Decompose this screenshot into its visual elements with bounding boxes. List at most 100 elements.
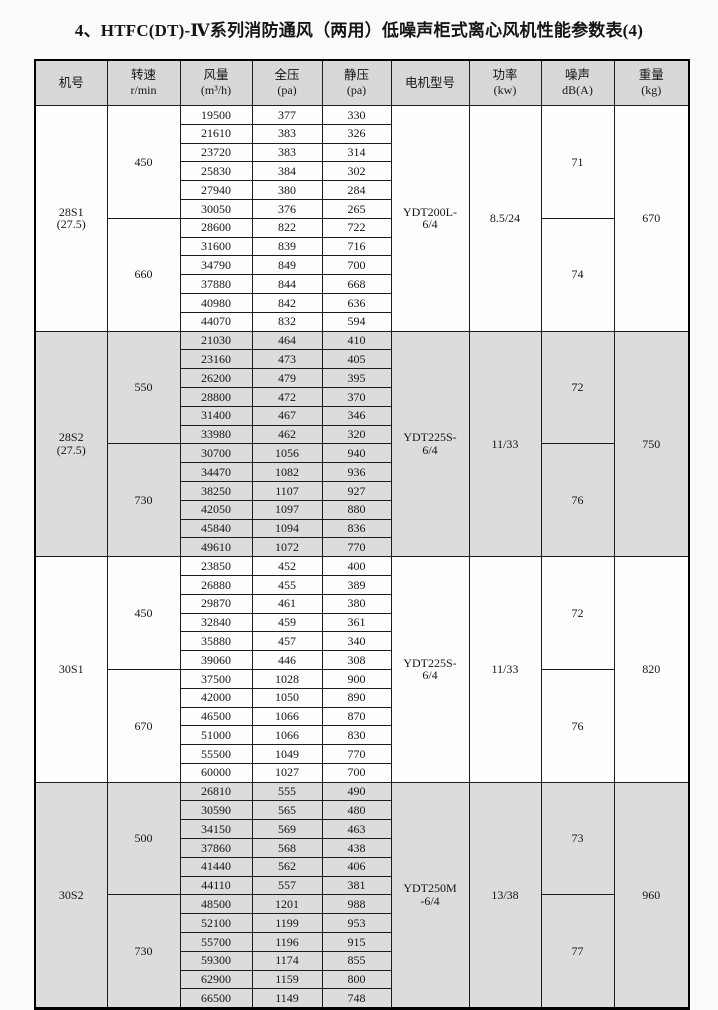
- model-cell: 30S1: [34, 556, 108, 783]
- full-pressure-cell: 565: [251, 800, 323, 821]
- flow-cell: 28800: [179, 386, 253, 407]
- power-cell: 8.5/24: [468, 105, 542, 332]
- table-row: 660 28600 822 722 74: [35, 217, 689, 332]
- static-pressure-cell: 915: [321, 932, 392, 952]
- static-pressure-cell: 830: [321, 725, 392, 746]
- flow-cell: 25830: [179, 161, 253, 182]
- static-pressure-cell: 370: [321, 386, 392, 407]
- full-pressure-cell: 1201: [251, 894, 323, 915]
- table-row: 31600 839 716: [35, 236, 689, 257]
- static-pressure-cell: 438: [321, 838, 392, 858]
- flow-cell: 37880: [179, 274, 253, 294]
- table-row: 46500 1066 870: [35, 706, 689, 727]
- table-header: 机号 转速 r/min 风量 (m³/h) 全压 (pa) 静压 (pa) 电机型号 功率 (kw) 噪…: [34, 59, 690, 106]
- col-header-unit: r/min: [130, 83, 157, 98]
- static-pressure-cell: 314: [321, 142, 392, 163]
- flow-cell: 46500: [179, 706, 253, 727]
- flow-cell: 19500: [179, 105, 253, 125]
- static-pressure-cell: 855: [321, 950, 392, 971]
- full-pressure-cell: 457: [251, 631, 323, 652]
- model-cell-line1: 28S2: [58, 430, 84, 445]
- full-pressure-cell: 455: [251, 574, 323, 595]
- full-pressure-cell: 832: [251, 311, 323, 332]
- noise-cell: 76: [540, 443, 615, 558]
- full-pressure-cell: 1159: [251, 969, 323, 990]
- flow-cell: 31400: [179, 405, 253, 426]
- speed-cell: 550: [106, 330, 181, 445]
- static-pressure-cell: 716: [321, 236, 392, 257]
- flow-cell: 66500: [179, 988, 253, 1010]
- full-pressure-cell: 1149: [251, 988, 323, 1010]
- speed-cell: 730: [106, 894, 181, 1010]
- flow-cell: 55500: [179, 744, 253, 764]
- static-pressure-cell: 870: [321, 706, 392, 727]
- flow-cell: 59300: [179, 950, 253, 971]
- motor-cell-line1: YDT250M: [403, 881, 457, 896]
- static-pressure-cell: 836: [321, 518, 392, 539]
- full-pressure-cell: 822: [251, 217, 323, 238]
- static-pressure-cell: 395: [321, 368, 392, 388]
- flow-cell: 30050: [179, 198, 253, 219]
- full-pressure-cell: 849: [251, 255, 323, 276]
- table-body: 28S1 (27.5) 450 19500 377 330 YDT200L- 6/4 8.5/2…: [34, 105, 690, 1010]
- full-pressure-cell: 377: [251, 105, 323, 125]
- weight-cell: 670: [613, 105, 690, 332]
- full-pressure-cell: 1027: [251, 762, 323, 783]
- flow-cell: 21030: [179, 330, 253, 351]
- col-header-speed: 转速 r/min: [106, 59, 181, 106]
- static-pressure-cell: 490: [321, 781, 392, 802]
- static-pressure-cell: 940: [321, 443, 392, 464]
- flow-cell: 37500: [179, 668, 253, 689]
- full-pressure-cell: 479: [251, 368, 323, 388]
- power-cell: 13/38: [468, 781, 542, 1010]
- full-pressure-cell: 1082: [251, 462, 323, 482]
- flow-cell: 44110: [179, 875, 253, 896]
- flow-cell: 29870: [179, 593, 253, 614]
- col-header-model: 机号: [34, 59, 108, 106]
- full-pressure-cell: 383: [251, 123, 323, 144]
- flow-cell: 26880: [179, 574, 253, 595]
- full-pressure-cell: 462: [251, 424, 323, 445]
- table-row: 730 30700 1056 940 76: [35, 443, 689, 558]
- col-header-label: 全压: [274, 68, 300, 83]
- table-row: 34150 569 463: [35, 819, 689, 840]
- static-pressure-cell: 936: [321, 462, 392, 482]
- table-row: 37880 844 668: [35, 274, 689, 294]
- static-pressure-cell: 770: [321, 537, 392, 558]
- flow-cell: 55700: [179, 932, 253, 952]
- full-pressure-cell: 1094: [251, 518, 323, 539]
- full-pressure-cell: 844: [251, 274, 323, 294]
- table-row: 30S2 500 26810 555 490 YDT250M -6/4 13/38 73 960: [34, 781, 690, 1010]
- motor-cell-line1: YDT225S-: [403, 430, 457, 445]
- table-row: 33980 462 320: [35, 424, 689, 445]
- table-row: 37860 568 438: [35, 838, 689, 858]
- flow-cell: 32840: [179, 612, 253, 633]
- table-row: 730 48500 1201 988 77: [35, 894, 689, 1010]
- static-pressure-cell: 308: [321, 650, 392, 670]
- flow-cell: 23160: [179, 349, 253, 370]
- noise-cell: 74: [540, 217, 615, 332]
- table-row: 34470 1082 936: [35, 462, 689, 482]
- col-header-label: 机号: [58, 75, 84, 90]
- col-header-unit: (m³/h): [200, 83, 232, 98]
- power-cell: 11/33: [468, 556, 542, 783]
- full-pressure-cell: 1196: [251, 932, 323, 952]
- static-pressure-cell: 284: [321, 180, 392, 200]
- speed-cell: 500: [106, 781, 181, 896]
- flow-cell: 45840: [179, 518, 253, 539]
- col-header-full-pressure: 全压 (pa): [251, 59, 323, 106]
- flow-cell: 37860: [179, 838, 253, 858]
- flow-cell: 26200: [179, 368, 253, 388]
- table-row: 42050 1097 880: [35, 499, 689, 520]
- flow-cell: 33980: [179, 424, 253, 445]
- col-header-noise: 噪声 dB(A): [540, 59, 615, 106]
- model-cell: 30S2: [34, 781, 108, 1010]
- full-pressure-cell: 461: [251, 593, 323, 614]
- flow-cell: 30700: [179, 443, 253, 464]
- page-title: 4、HTFC(DT)-Ⅳ系列消防通风（两用）低噪声柜式离心风机性能参数表(4): [74, 21, 644, 40]
- static-pressure-cell: 326: [321, 123, 392, 144]
- col-header-label: 电机型号: [404, 75, 455, 90]
- motor-cell-line2: 6/4: [422, 668, 438, 683]
- full-pressure-cell: 568: [251, 838, 323, 858]
- static-pressure-cell: 380: [321, 593, 392, 614]
